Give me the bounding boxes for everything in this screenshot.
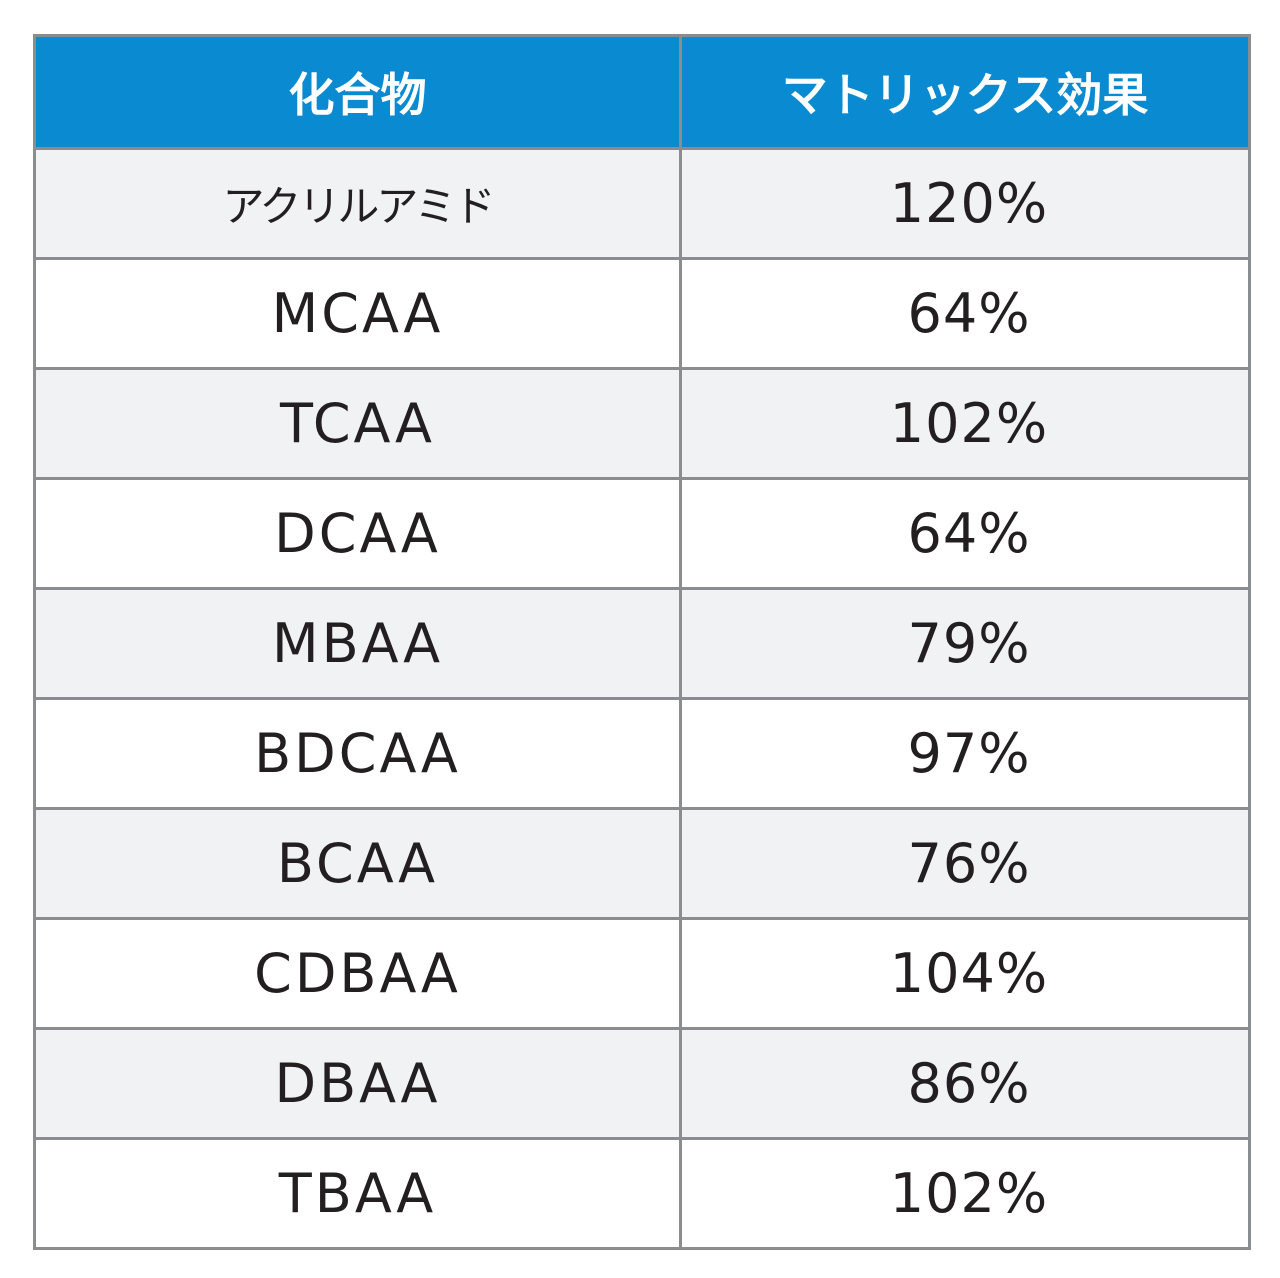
- table-row: MCAA 64%: [33, 257, 1251, 370]
- table-header-row: 化合物 マトリックス効果: [33, 34, 1251, 150]
- matrix-effect-cell: 102%: [679, 367, 1251, 480]
- table-row: CDBAA 104%: [33, 917, 1251, 1030]
- table-row: MBAA 79%: [33, 587, 1251, 700]
- compound-cell: DBAA: [33, 1027, 682, 1140]
- table-row: TCAA 102%: [33, 367, 1251, 480]
- compound-cell: TBAA: [33, 1137, 682, 1250]
- table-row: DCAA 64%: [33, 477, 1251, 590]
- compound-cell: BCAA: [33, 807, 682, 920]
- compound-cell: MCAA: [33, 257, 682, 370]
- matrix-effect-cell: 79%: [679, 587, 1251, 700]
- compound-cell: CDBAA: [33, 917, 682, 1030]
- table-row: DBAA 86%: [33, 1027, 1251, 1140]
- matrix-effect-cell: 64%: [679, 257, 1251, 370]
- compound-cell: TCAA: [33, 367, 682, 480]
- matrix-effect-cell: 76%: [679, 807, 1251, 920]
- matrix-effect-cell: 104%: [679, 917, 1251, 1030]
- matrix-effect-table-container: 化合物 マトリックス効果 アクリルアミド 120% MCAA 64% TCAA …: [33, 34, 1251, 1250]
- table-row: アクリルアミド 120%: [33, 147, 1251, 260]
- matrix-effect-cell: 64%: [679, 477, 1251, 590]
- matrix-effect-cell: 86%: [679, 1027, 1251, 1140]
- matrix-effect-cell: 102%: [679, 1137, 1251, 1250]
- matrix-effect-cell: 120%: [679, 147, 1251, 260]
- compound-cell: アクリルアミド: [33, 147, 682, 260]
- table-row: BDCAA 97%: [33, 697, 1251, 810]
- compound-cell: DCAA: [33, 477, 682, 590]
- matrix-effect-cell: 97%: [679, 697, 1251, 810]
- compound-cell: MBAA: [33, 587, 682, 700]
- matrix-effect-table: 化合物 マトリックス効果 アクリルアミド 120% MCAA 64% TCAA …: [33, 34, 1251, 1250]
- table-row: TBAA 102%: [33, 1137, 1251, 1250]
- compound-cell: BDCAA: [33, 697, 682, 810]
- table-row: BCAA 76%: [33, 807, 1251, 920]
- header-matrix-effect: マトリックス効果: [679, 34, 1251, 150]
- header-compound: 化合物: [33, 34, 682, 150]
